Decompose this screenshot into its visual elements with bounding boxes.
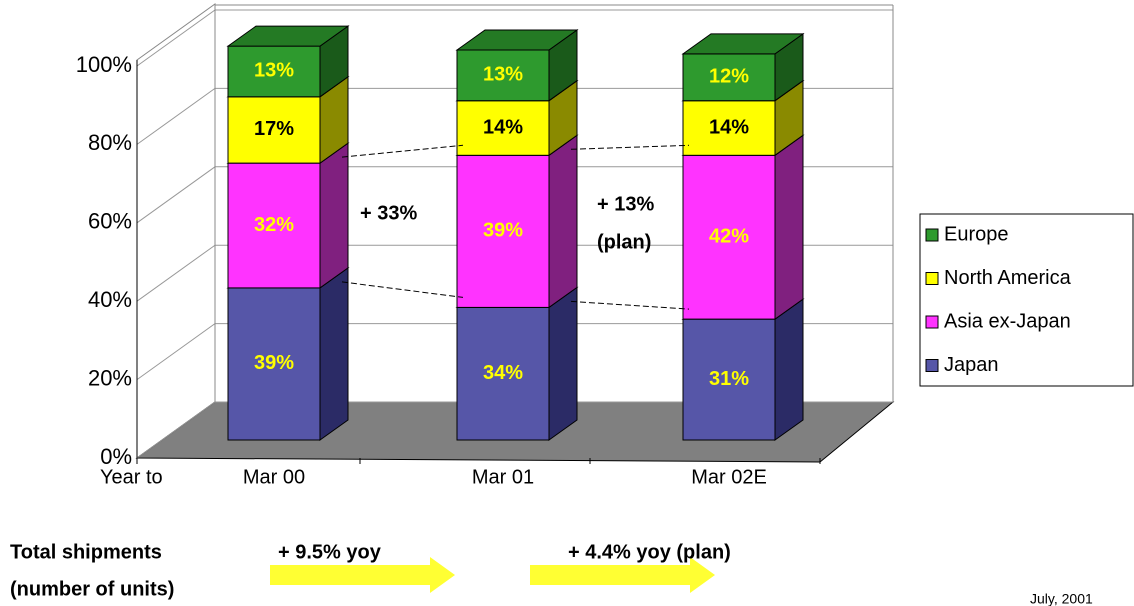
footer-label: Total shipments [10, 541, 162, 563]
footer-label: (number of units) [10, 578, 174, 600]
bar-side [319, 142, 349, 289]
x-tick-label: Mar 00 [243, 466, 305, 488]
data-label: 14% [709, 116, 749, 138]
y-tick-label: 60% [88, 209, 132, 234]
bar-front [227, 162, 321, 289]
data-label: 13% [254, 60, 294, 82]
bar-side [548, 134, 578, 309]
back-wall [136, 3, 216, 459]
data-label: 14% [483, 116, 523, 138]
bar-front [682, 53, 776, 102]
legend-label: Japan [944, 354, 999, 376]
y-tick-label: 80% [88, 130, 132, 155]
data-label: 34% [483, 362, 523, 384]
connector [341, 144, 464, 158]
data-label: 39% [254, 352, 294, 374]
legend-swatch [925, 272, 939, 285]
bar-side [548, 286, 578, 441]
legend-label: Europe [944, 223, 1009, 245]
legend-label: North America [944, 267, 1072, 289]
growth-annotation: + 13% [597, 193, 654, 215]
footer-date: July, 2001 [1030, 591, 1093, 606]
growth-annotation: + 33% [360, 202, 417, 224]
x-axis-label: Year to [100, 466, 163, 488]
footer-growth: + 4.4% yoy (plan) [568, 541, 731, 563]
bar-front [456, 306, 550, 441]
legend-swatch [925, 359, 939, 372]
legend-swatch [925, 315, 939, 329]
bar-top [681, 33, 805, 55]
footer-growth: + 9.5% yoy [278, 541, 382, 563]
growth-annotation: (plan) [597, 231, 651, 253]
bar-front [227, 96, 321, 164]
y-tick-label: 0% [100, 444, 132, 469]
y-tick-label: 100% [76, 52, 132, 77]
bar-side [774, 134, 804, 321]
legend-label: Asia ex-Japan [944, 310, 1071, 332]
data-label: 42% [709, 225, 749, 247]
data-label: 31% [709, 368, 749, 390]
data-label: 32% [254, 214, 294, 236]
legend-box [919, 213, 1134, 387]
data-label: 17% [254, 118, 294, 140]
bar-front [227, 45, 321, 98]
bar-top [455, 29, 579, 51]
bar-front [227, 287, 321, 441]
legend-swatch [925, 228, 939, 242]
bar-side [319, 266, 349, 441]
x-tick-label: Mar 01 [472, 466, 534, 488]
y-tick-label: 20% [88, 365, 132, 390]
data-label: 39% [483, 220, 523, 242]
arrow [270, 557, 455, 593]
data-label: 12% [709, 66, 749, 88]
data-label: 13% [483, 64, 523, 86]
connector [341, 281, 464, 298]
connector [570, 144, 690, 150]
x-tick-label: Mar 02E [691, 466, 767, 488]
y-tick-label: 40% [88, 287, 132, 312]
bar-front [456, 100, 550, 156]
arrow [530, 557, 715, 593]
bar-front [456, 49, 550, 102]
bar-front [682, 154, 776, 320]
bar-top [226, 25, 350, 47]
connector [570, 300, 690, 310]
bar-side [774, 298, 804, 441]
